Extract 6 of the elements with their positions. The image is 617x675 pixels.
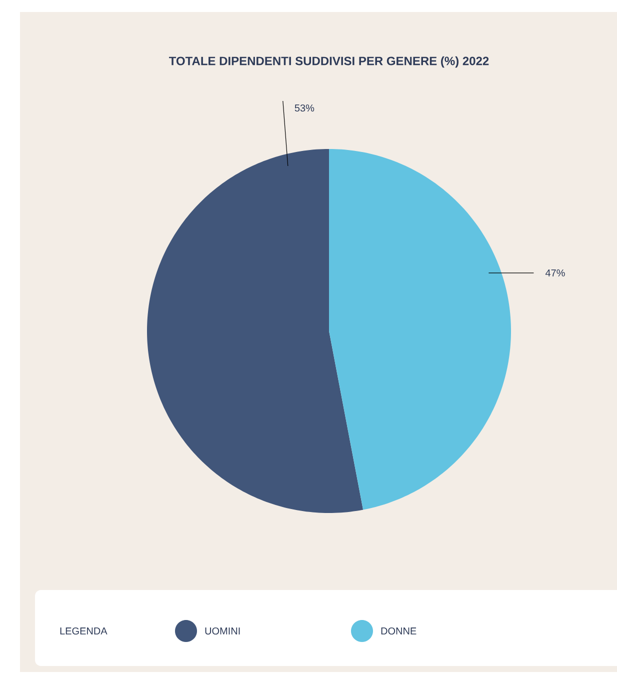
chart-title: TOTALE DIPENDENTI SUDDIVISI PER GENERE (%) 2022: [169, 56, 489, 68]
legend-title: LEGENDA: [60, 627, 108, 635]
legend-label: DONNE: [381, 627, 416, 635]
data-label: 47%: [545, 269, 565, 276]
data-label: 53%: [294, 104, 314, 112]
legend-label: UOMINI: [205, 627, 240, 635]
